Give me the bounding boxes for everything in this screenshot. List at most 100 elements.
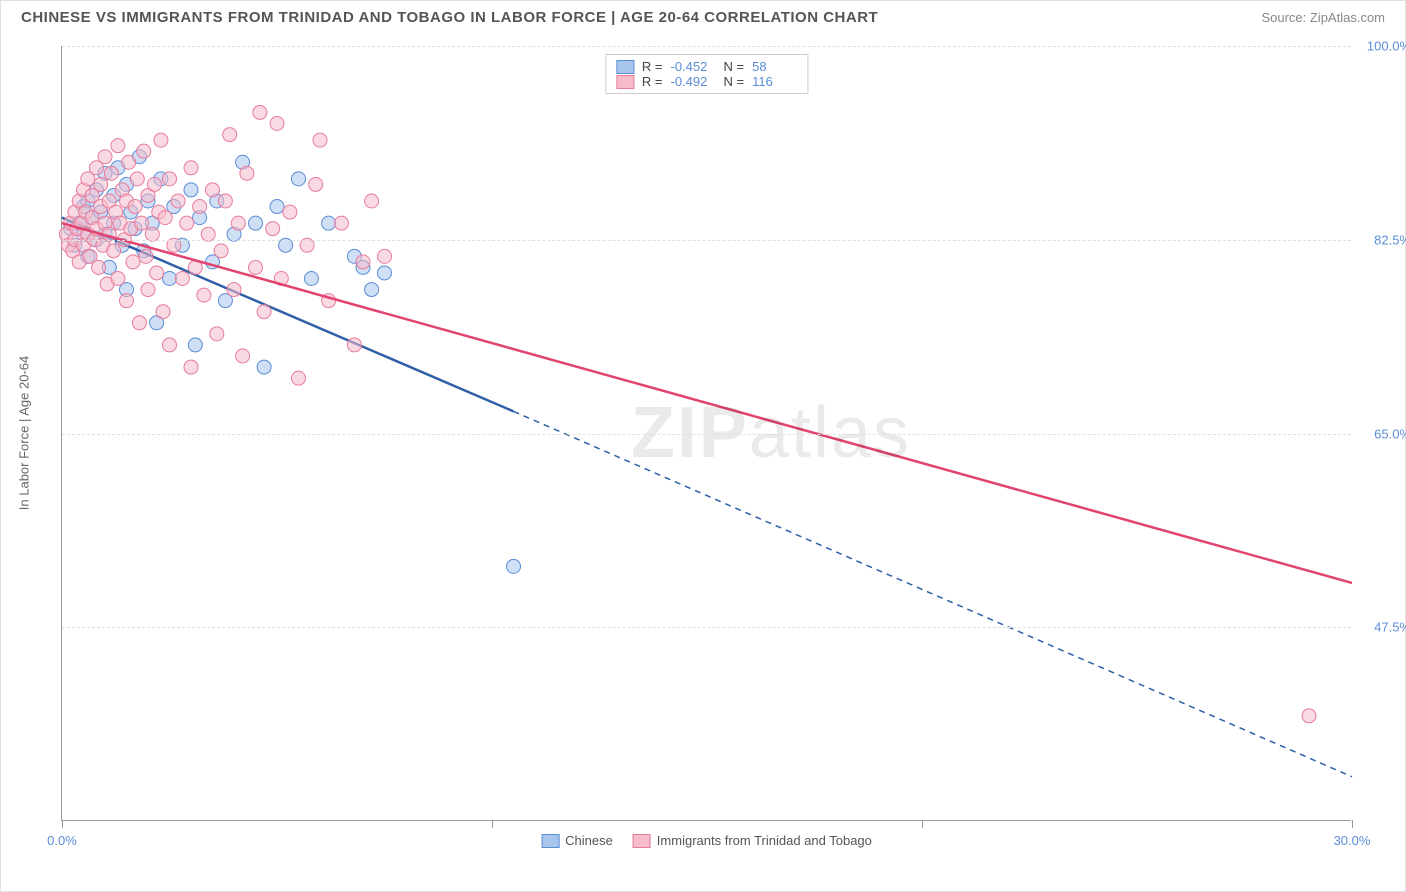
- legend-item-1: Immigrants from Trinidad and Tobago: [633, 833, 872, 848]
- scatter-point: [304, 272, 318, 286]
- r-label-0: R =: [642, 59, 663, 74]
- n-value-0: 58: [752, 59, 797, 74]
- legend-stats-row-2: R = -0.492 N = 116: [616, 74, 797, 89]
- scatter-point: [130, 172, 144, 186]
- grid-line: [62, 240, 1351, 241]
- regression-line: [62, 223, 1352, 583]
- scatter-point: [197, 288, 211, 302]
- scatter-point: [356, 255, 370, 269]
- scatter-point: [210, 327, 224, 341]
- scatter-point: [111, 272, 125, 286]
- n-label-1: N =: [724, 74, 745, 89]
- grid-line: [62, 434, 1351, 435]
- scatter-point: [218, 194, 232, 208]
- x-tick: [62, 820, 63, 828]
- scatter-point: [283, 205, 297, 219]
- scatter-point: [156, 305, 170, 319]
- scatter-point: [206, 183, 220, 197]
- swatch-series-0: [616, 60, 634, 74]
- x-tick: [922, 820, 923, 828]
- y-tick-label: 100.0%: [1356, 39, 1406, 54]
- r-value-0: -0.452: [671, 59, 716, 74]
- scatter-point: [257, 360, 271, 374]
- scatter-point: [240, 166, 254, 180]
- source-label: Source: ZipAtlas.com: [1261, 10, 1385, 25]
- r-value-1: -0.492: [671, 74, 716, 89]
- scatter-point: [270, 117, 284, 131]
- scatter-point: [257, 305, 271, 319]
- scatter-point: [378, 266, 392, 280]
- scatter-point: [266, 222, 280, 236]
- x-tick-label: 0.0%: [47, 833, 77, 848]
- y-tick-label: 82.5%: [1356, 232, 1406, 247]
- scatter-point: [223, 128, 237, 142]
- chart-title: CHINESE VS IMMIGRANTS FROM TRINIDAD AND …: [21, 9, 878, 26]
- scatter-point: [188, 338, 202, 352]
- scatter-point: [1302, 709, 1316, 723]
- scatter-point: [98, 150, 112, 164]
- scatter-point: [214, 244, 228, 258]
- scatter-point: [135, 216, 149, 230]
- scatter-point: [227, 283, 241, 297]
- scatter-point: [309, 177, 323, 191]
- scatter-point: [126, 255, 140, 269]
- header: CHINESE VS IMMIGRANTS FROM TRINIDAD AND …: [1, 1, 1405, 30]
- scatter-point: [171, 194, 185, 208]
- scatter-point: [292, 371, 306, 385]
- scatter-point: [163, 338, 177, 352]
- scatter-point: [132, 316, 146, 330]
- scatter-point: [92, 260, 106, 274]
- scatter-point: [150, 266, 164, 280]
- scatter-point: [249, 216, 263, 230]
- grid-line: [62, 46, 1351, 47]
- n-value-1: 116: [752, 74, 797, 89]
- scatter-point: [313, 133, 327, 147]
- scatter-point: [141, 283, 155, 297]
- scatter-point: [507, 559, 521, 573]
- scatter-point: [120, 294, 134, 308]
- scatter-point: [94, 177, 108, 191]
- scatter-point: [236, 349, 250, 363]
- scatter-point: [253, 105, 267, 119]
- swatch-bottom-1: [633, 834, 651, 848]
- scatter-point: [184, 161, 198, 175]
- x-tick: [492, 820, 493, 828]
- x-tick-label: 30.0%: [1334, 833, 1371, 848]
- scatter-point: [378, 249, 392, 263]
- scatter-point: [163, 172, 177, 186]
- scatter-point: [365, 283, 379, 297]
- scatter-point: [175, 272, 189, 286]
- scatter-point: [147, 177, 161, 191]
- scatter-point: [249, 260, 263, 274]
- n-label-0: N =: [724, 59, 745, 74]
- scatter-point: [163, 272, 177, 286]
- scatter-point: [292, 172, 306, 186]
- scatter-point: [104, 166, 118, 180]
- r-label-1: R =: [642, 74, 663, 89]
- legend-bottom: Chinese Immigrants from Trinidad and Tob…: [541, 833, 872, 848]
- y-tick-label: 65.0%: [1356, 426, 1406, 441]
- scatter-point: [347, 338, 361, 352]
- scatter-point: [122, 155, 136, 169]
- legend-label-0: Chinese: [565, 833, 613, 848]
- x-tick: [1352, 820, 1353, 828]
- scatter-point: [184, 183, 198, 197]
- swatch-bottom-0: [541, 834, 559, 848]
- scatter-point: [270, 200, 284, 214]
- chart-container: CHINESE VS IMMIGRANTS FROM TRINIDAD AND …: [0, 0, 1406, 892]
- legend-stats-row-1: R = -0.452 N = 58: [616, 59, 797, 74]
- legend-item-0: Chinese: [541, 833, 613, 848]
- scatter-point: [193, 200, 207, 214]
- scatter-point: [158, 211, 172, 225]
- scatter-point: [365, 194, 379, 208]
- scatter-point: [137, 144, 151, 158]
- scatter-point: [111, 139, 125, 153]
- scatter-point: [322, 216, 336, 230]
- scatter-point: [154, 133, 168, 147]
- scatter-point: [139, 249, 153, 263]
- scatter-point: [335, 216, 349, 230]
- legend-label-1: Immigrants from Trinidad and Tobago: [657, 833, 872, 848]
- y-axis-title: In Labor Force | Age 20-64: [17, 356, 32, 510]
- grid-line: [62, 627, 1351, 628]
- swatch-series-1: [616, 75, 634, 89]
